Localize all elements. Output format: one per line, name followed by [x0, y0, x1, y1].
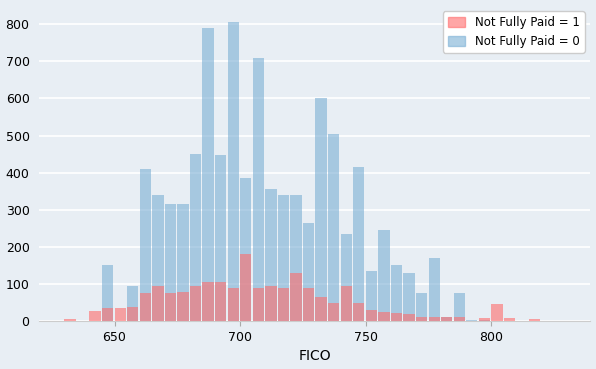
Bar	[391, 265, 402, 321]
Bar	[139, 293, 151, 321]
Bar	[429, 317, 440, 321]
Bar	[240, 178, 252, 321]
Bar	[391, 313, 402, 321]
Bar	[127, 286, 138, 321]
Bar	[441, 317, 452, 321]
Bar	[441, 317, 452, 321]
Bar	[89, 311, 101, 321]
Bar	[139, 169, 151, 321]
Bar	[278, 195, 289, 321]
Bar	[178, 292, 189, 321]
Bar	[215, 282, 226, 321]
Bar	[315, 99, 327, 321]
Bar	[315, 297, 327, 321]
Bar	[190, 154, 201, 321]
Bar	[303, 288, 314, 321]
Bar	[165, 204, 176, 321]
Bar	[228, 22, 239, 321]
Bar	[278, 288, 289, 321]
Bar	[64, 319, 76, 321]
Bar	[265, 286, 277, 321]
Bar	[403, 314, 415, 321]
Bar	[416, 293, 427, 321]
Bar	[454, 317, 465, 321]
Bar	[366, 271, 377, 321]
Bar	[265, 189, 277, 321]
Bar	[290, 195, 302, 321]
Bar	[203, 282, 214, 321]
Bar	[228, 288, 239, 321]
Bar	[127, 307, 138, 321]
Bar	[165, 293, 176, 321]
Bar	[416, 317, 427, 321]
Bar	[178, 204, 189, 321]
Bar	[328, 134, 339, 321]
Bar	[203, 28, 214, 321]
Bar	[504, 318, 515, 321]
Bar	[403, 273, 415, 321]
Bar	[529, 319, 541, 321]
Bar	[152, 286, 163, 321]
Bar	[340, 286, 352, 321]
Bar	[152, 195, 163, 321]
Bar	[454, 293, 465, 321]
X-axis label: FICO: FICO	[299, 349, 331, 363]
Bar	[479, 320, 490, 321]
Bar	[466, 320, 477, 321]
Bar	[102, 265, 113, 321]
Bar	[429, 258, 440, 321]
Bar	[353, 303, 365, 321]
Bar	[253, 58, 264, 321]
Bar	[378, 312, 390, 321]
Legend: Not Fully Paid = 1, Not Fully Paid = 0: Not Fully Paid = 1, Not Fully Paid = 0	[443, 11, 585, 53]
Bar	[366, 310, 377, 321]
Bar	[114, 308, 126, 321]
Bar	[479, 318, 490, 321]
Bar	[378, 230, 390, 321]
Bar	[491, 304, 502, 321]
Bar	[215, 155, 226, 321]
Bar	[290, 273, 302, 321]
Bar	[240, 254, 252, 321]
Bar	[328, 303, 339, 321]
Bar	[190, 286, 201, 321]
Bar	[340, 234, 352, 321]
Bar	[102, 308, 113, 321]
Bar	[303, 223, 314, 321]
Bar	[253, 288, 264, 321]
Bar	[353, 167, 365, 321]
